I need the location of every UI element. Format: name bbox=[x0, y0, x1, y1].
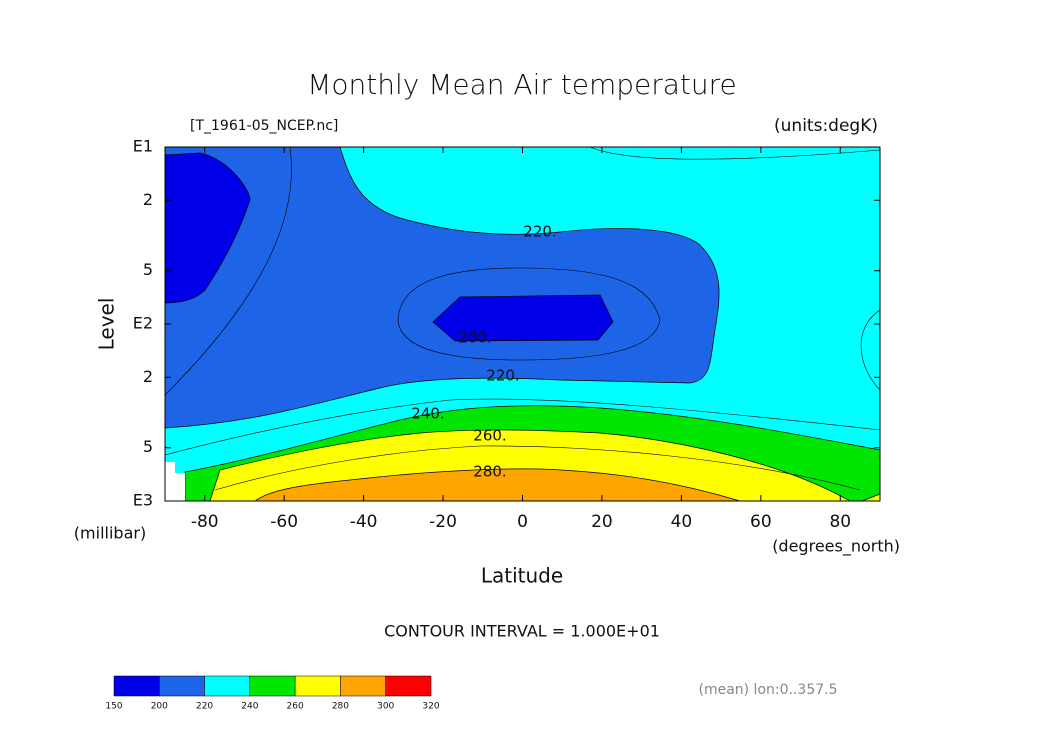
colorbar-band bbox=[159, 675, 205, 697]
colorbar-band bbox=[204, 675, 251, 697]
contour-line bbox=[164, 398, 881, 456]
contour-line bbox=[164, 146, 292, 396]
colorbar-label: 220 bbox=[196, 702, 213, 712]
colorbar-label: 320 bbox=[422, 702, 439, 712]
x-tick-label: 80 bbox=[829, 512, 851, 532]
chart-title: Monthly Mean Air temperature bbox=[307, 68, 737, 101]
colorbar-label: 240 bbox=[241, 702, 258, 712]
colorbar-label: 300 bbox=[377, 702, 394, 712]
contour-line bbox=[214, 445, 861, 491]
contour-band bbox=[164, 146, 720, 429]
y-tick-label: 2 bbox=[143, 367, 153, 386]
y-units: (millibar) bbox=[74, 524, 146, 543]
colorbar-label: 150 bbox=[105, 702, 122, 712]
contour-label: 220. bbox=[486, 367, 519, 385]
x-tick-label: 60 bbox=[750, 512, 772, 532]
x-tick-label: 40 bbox=[671, 512, 693, 532]
contour-label: 260. bbox=[473, 427, 506, 445]
colorbar-band bbox=[340, 675, 386, 697]
contour-label: 240. bbox=[411, 405, 444, 423]
contour-band bbox=[253, 468, 741, 502]
contour-band bbox=[432, 294, 614, 342]
colorbar-label: 280 bbox=[332, 702, 349, 712]
colorbar-band bbox=[249, 675, 296, 697]
contour-label: 280. bbox=[473, 463, 506, 481]
x-tick-label: -60 bbox=[270, 512, 298, 532]
file-label: [T_1961-05_NCEP.nc] bbox=[190, 118, 338, 134]
colorbar-band bbox=[113, 675, 160, 697]
contour-label: 220. bbox=[523, 223, 556, 241]
x-tick-label: 20 bbox=[591, 512, 613, 532]
x-tick-label: -80 bbox=[191, 512, 219, 532]
colorbar-band bbox=[294, 675, 341, 697]
contour-interval: CONTOUR INTERVAL = 1.000E+01 bbox=[384, 622, 660, 641]
colorbar-band bbox=[385, 675, 432, 697]
x-tick-label: 0 bbox=[517, 512, 528, 532]
contour-band bbox=[164, 152, 251, 304]
y-axis-label: Level bbox=[95, 298, 119, 351]
units-label: (units:degK) bbox=[774, 116, 878, 136]
missing-data bbox=[165, 462, 185, 501]
y-tick-label: E1 bbox=[133, 137, 153, 156]
x-tick-label: -20 bbox=[429, 512, 457, 532]
x-axis-label: Latitude bbox=[481, 564, 563, 588]
y-tick-label: 2 bbox=[143, 190, 153, 209]
colorbar-label: 260 bbox=[287, 702, 304, 712]
y-tick-label: 5 bbox=[143, 260, 153, 279]
contour-line bbox=[589, 146, 881, 160]
contour-label: 200. bbox=[458, 329, 491, 347]
contour-line bbox=[860, 309, 881, 391]
x-tick-label: -40 bbox=[350, 512, 378, 532]
y-tick-label: E3 bbox=[133, 491, 153, 510]
contour-line bbox=[397, 267, 661, 361]
y-tick-label: E2 bbox=[133, 314, 153, 333]
note: (mean) lon:0..357.5 bbox=[698, 682, 837, 698]
y-tick-label: 5 bbox=[143, 437, 153, 456]
x-units: (degrees_north) bbox=[772, 537, 900, 557]
colorbar-label: 200 bbox=[151, 702, 168, 712]
